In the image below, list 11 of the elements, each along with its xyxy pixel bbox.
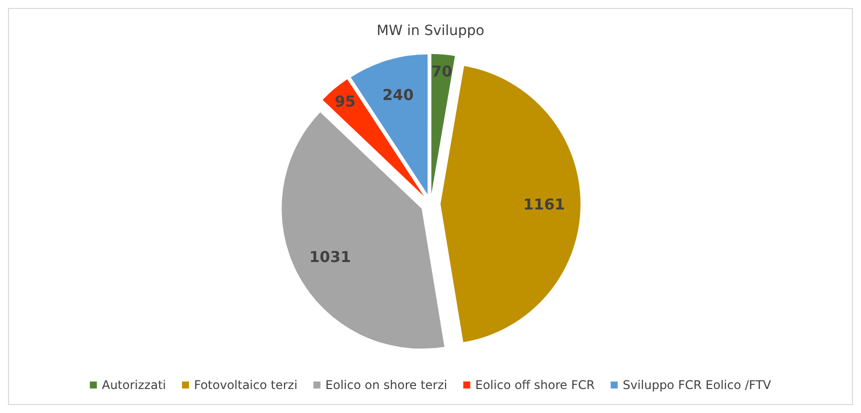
data-label: 95	[334, 92, 356, 111]
legend-label: Eolico on shore terzi	[325, 378, 448, 392]
chart-title: MW in Sviluppo	[376, 23, 484, 39]
legend-label: Sviluppo FCR Eolico /FTV	[622, 378, 772, 392]
legend-label: Autorizzati	[102, 378, 166, 392]
legend-label: Eolico off shore FCR	[475, 378, 595, 392]
data-label: 70	[431, 62, 452, 80]
data-label: 1031	[309, 248, 351, 266]
data-label: 240	[382, 86, 414, 104]
legend-label: Fotovoltaico terzi	[194, 378, 298, 392]
data-label: 1161	[523, 195, 565, 214]
